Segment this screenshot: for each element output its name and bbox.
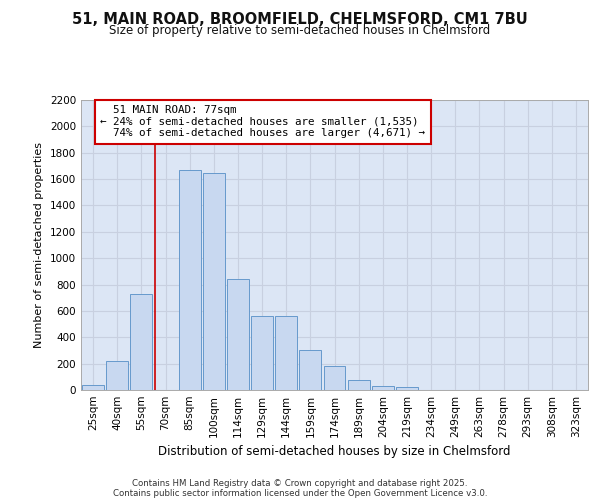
Bar <box>396 388 418 390</box>
Bar <box>251 316 273 390</box>
Bar <box>203 172 224 390</box>
Bar <box>348 380 370 390</box>
Bar <box>130 294 152 390</box>
Bar <box>82 384 104 390</box>
Bar <box>179 170 200 390</box>
Bar <box>323 366 346 390</box>
Text: Contains public sector information licensed under the Open Government Licence v3: Contains public sector information licen… <box>113 488 487 498</box>
Bar <box>275 316 297 390</box>
Bar <box>299 350 321 390</box>
Text: Size of property relative to semi-detached houses in Chelmsford: Size of property relative to semi-detach… <box>109 24 491 37</box>
X-axis label: Distribution of semi-detached houses by size in Chelmsford: Distribution of semi-detached houses by … <box>158 446 511 458</box>
Text: 51 MAIN ROAD: 77sqm
← 24% of semi-detached houses are smaller (1,535)
  74% of s: 51 MAIN ROAD: 77sqm ← 24% of semi-detach… <box>100 106 425 138</box>
Bar <box>227 280 249 390</box>
Bar <box>106 361 128 390</box>
Text: Contains HM Land Registry data © Crown copyright and database right 2025.: Contains HM Land Registry data © Crown c… <box>132 478 468 488</box>
Y-axis label: Number of semi-detached properties: Number of semi-detached properties <box>34 142 44 348</box>
Text: 51, MAIN ROAD, BROOMFIELD, CHELMSFORD, CM1 7BU: 51, MAIN ROAD, BROOMFIELD, CHELMSFORD, C… <box>72 12 528 28</box>
Bar <box>372 386 394 390</box>
